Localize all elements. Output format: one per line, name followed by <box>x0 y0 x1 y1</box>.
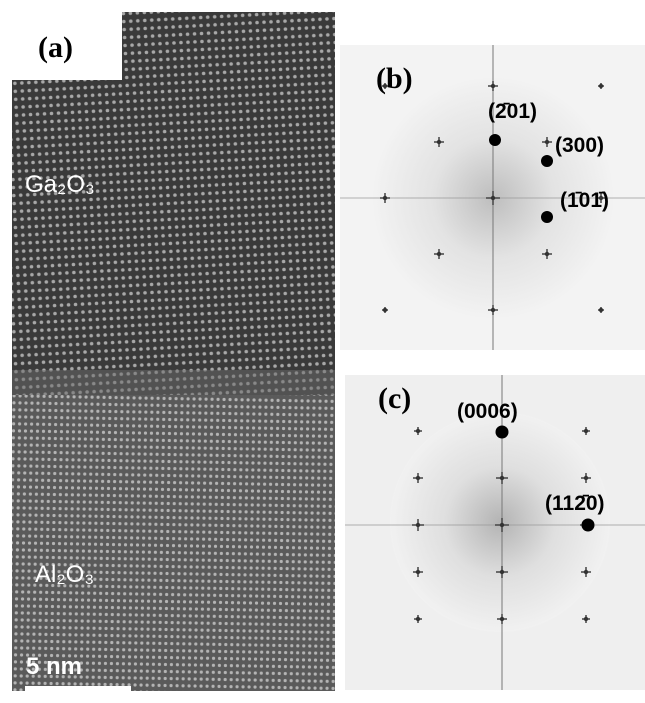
phase-label: Ga₂O₃ <box>25 171 95 198</box>
fft-glow <box>390 412 610 632</box>
fft-spot <box>415 569 421 575</box>
fft-spots <box>340 45 645 350</box>
fft-spot <box>436 139 442 145</box>
fft-spot <box>499 475 505 481</box>
spot-marker <box>541 155 553 167</box>
fft-spot <box>436 251 442 257</box>
spot-label: (112̄0) <box>545 492 605 515</box>
fft-spot <box>382 307 388 313</box>
panel-label: (a) <box>38 31 73 64</box>
fft-spot <box>583 475 589 481</box>
fft-spot <box>490 195 496 201</box>
scale-bar <box>25 686 131 691</box>
fft-spot <box>499 616 505 622</box>
fft-spot <box>583 428 589 434</box>
fft-spot <box>382 83 388 89</box>
fft-spot <box>415 616 421 622</box>
fft-spot <box>598 307 604 313</box>
spot-marker <box>581 518 595 532</box>
fft-spot <box>415 475 421 481</box>
panel-label: (c) <box>378 382 411 415</box>
fft-spot <box>415 522 421 528</box>
fft-spot <box>499 522 505 528</box>
label-box <box>12 12 122 80</box>
fft-spot <box>583 616 589 622</box>
fft-spot <box>490 83 496 89</box>
scale-bar-label: 5 nm <box>26 653 82 680</box>
fft-spot <box>583 569 589 575</box>
spot-marker <box>489 134 501 146</box>
fft-spot <box>382 195 388 201</box>
phase-label: Al₂O₃ <box>35 561 94 588</box>
spot-label: (300) <box>555 134 604 157</box>
fft-spot <box>499 569 505 575</box>
fft-spot <box>415 428 421 434</box>
hrtem-al2o3 <box>12 395 335 691</box>
spot-label: (2̄01) <box>488 100 537 123</box>
panel-label: (b) <box>376 62 413 95</box>
fft-spot <box>598 83 604 89</box>
spot-label: (0006) <box>457 400 518 423</box>
spot-label: (1̄01̄) <box>560 189 609 212</box>
fft-spot <box>544 139 550 145</box>
spot-marker <box>541 211 553 223</box>
fft-spot <box>544 251 550 257</box>
fft-spot <box>598 195 604 201</box>
fft-spot <box>490 307 496 313</box>
spot-marker <box>495 425 509 439</box>
